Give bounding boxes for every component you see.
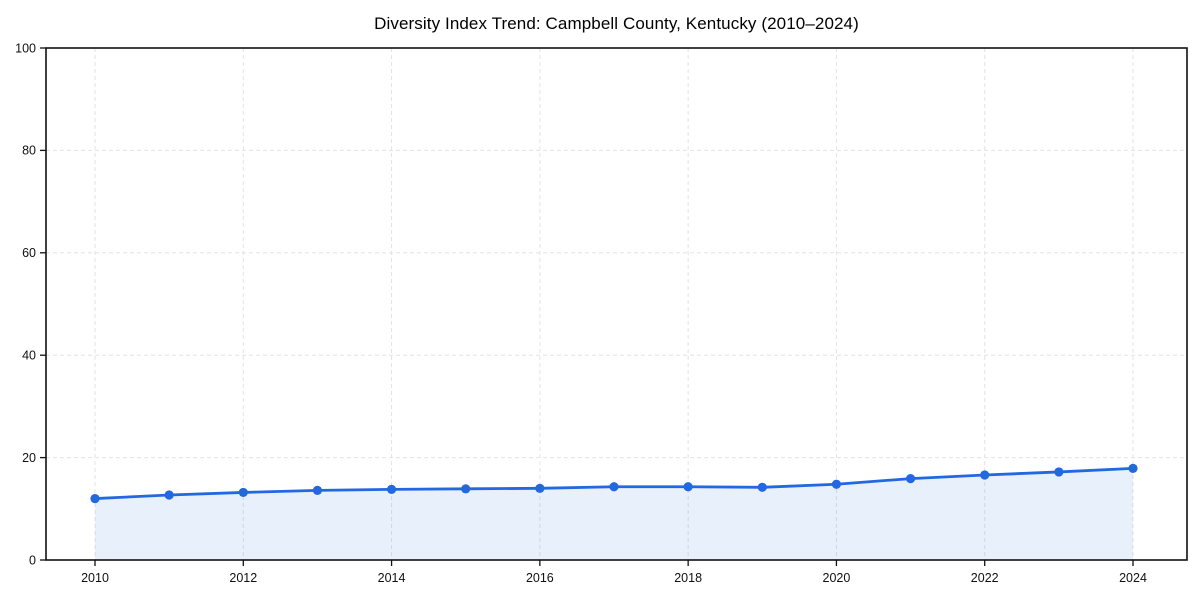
data-point bbox=[386, 484, 397, 494]
data-point bbox=[535, 483, 545, 493]
x-tick-label: 2020 bbox=[823, 571, 851, 585]
x-tick-label: 2018 bbox=[674, 571, 702, 585]
x-tick-label: 2014 bbox=[378, 571, 406, 585]
data-point bbox=[1054, 467, 1064, 477]
plot-box bbox=[45, 47, 1188, 561]
data-point bbox=[683, 482, 693, 492]
x-tick-label: 2022 bbox=[971, 571, 999, 585]
data-point bbox=[461, 484, 471, 494]
data-point bbox=[90, 493, 100, 504]
y-tick-label: 0 bbox=[29, 553, 36, 567]
y-tick-label: 100 bbox=[15, 41, 36, 55]
x-tick-label: 2012 bbox=[229, 571, 257, 585]
data-point bbox=[980, 470, 990, 480]
data-point bbox=[312, 485, 323, 495]
x-tick-label: 2016 bbox=[526, 571, 554, 585]
x-tick-label: 2010 bbox=[81, 571, 109, 585]
data-point bbox=[831, 479, 842, 489]
data-point bbox=[609, 482, 619, 492]
data-point bbox=[238, 487, 248, 498]
data-point bbox=[1128, 463, 1138, 473]
y-tick-label: 40 bbox=[22, 349, 36, 363]
x-tick-label: 2024 bbox=[1119, 571, 1147, 585]
area-fill bbox=[95, 468, 1133, 560]
chart-title: Diversity Index Trend: Campbell County, … bbox=[374, 14, 859, 33]
y-tick-label: 80 bbox=[22, 144, 36, 158]
y-tick-label: 60 bbox=[22, 246, 36, 260]
y-tick-label: 20 bbox=[22, 451, 36, 465]
data-point bbox=[757, 482, 767, 492]
data-point bbox=[164, 490, 174, 500]
data-point bbox=[905, 473, 916, 484]
